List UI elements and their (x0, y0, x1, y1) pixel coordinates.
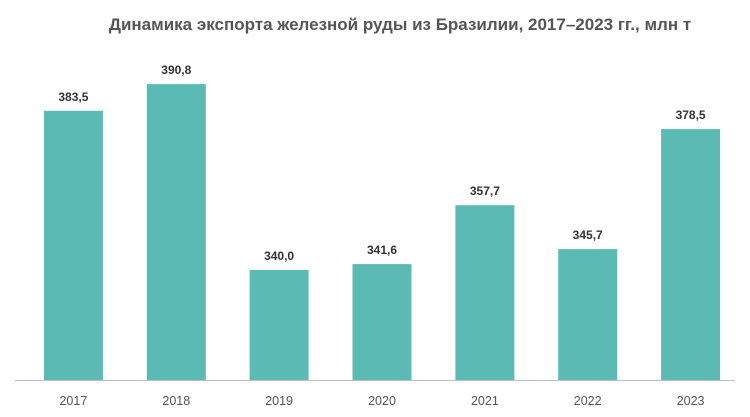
bar-2020 (352, 264, 412, 380)
bars-group (43, 84, 721, 381)
value-labels-group: 383,5 390,8 340,0 341,6 357,7 345,7 378,5 (58, 63, 706, 263)
data-label-2017: 383,5 (58, 90, 88, 104)
data-label-2023: 378,5 (676, 108, 706, 122)
bar-2018 (146, 84, 206, 380)
bar-2021 (455, 205, 515, 380)
x-tick-label-2021: 2021 (471, 394, 499, 408)
data-label-2022: 345,7 (573, 228, 603, 242)
x-tick-labels-group: 2017 2018 2019 2020 2021 2022 2023 (59, 394, 704, 408)
bar-2023 (661, 129, 721, 380)
x-tick-label-2022: 2022 (574, 394, 602, 408)
data-label-2020: 341,6 (367, 243, 397, 257)
x-tick-label-2020: 2020 (368, 394, 396, 408)
x-tick-label-2019: 2019 (265, 394, 293, 408)
x-tick-label-2017: 2017 (59, 394, 87, 408)
x-tick-label-2018: 2018 (162, 394, 190, 408)
bar-2019 (249, 270, 309, 380)
data-label-2019: 340,0 (264, 249, 294, 263)
chart-title: Динамика экспорта железной руды из Брази… (109, 15, 691, 34)
bar-2022 (558, 249, 618, 380)
x-tick-label-2023: 2023 (677, 394, 705, 408)
data-label-2018: 390,8 (161, 63, 191, 77)
bar-2017 (43, 110, 103, 381)
data-label-2021: 357,7 (470, 184, 500, 198)
